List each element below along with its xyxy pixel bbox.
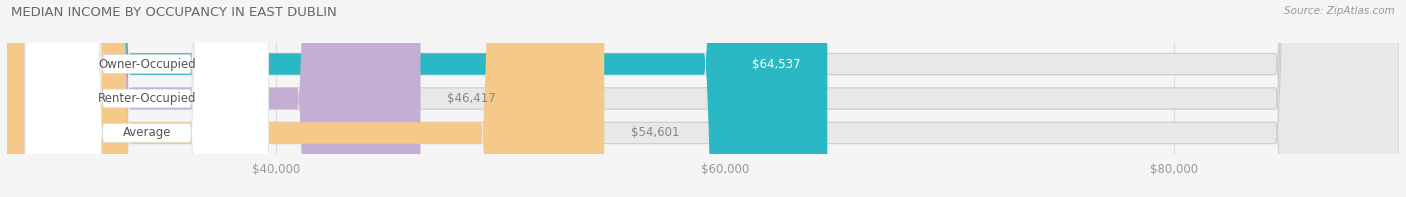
Text: $46,417: $46,417 [447, 92, 496, 105]
FancyBboxPatch shape [25, 0, 269, 197]
FancyBboxPatch shape [25, 0, 269, 197]
Text: $64,537: $64,537 [752, 58, 800, 71]
Text: $54,601: $54,601 [631, 126, 679, 139]
Text: MEDIAN INCOME BY OCCUPANCY IN EAST DUBLIN: MEDIAN INCOME BY OCCUPANCY IN EAST DUBLI… [11, 6, 337, 19]
FancyBboxPatch shape [25, 0, 269, 197]
FancyBboxPatch shape [7, 0, 1399, 197]
FancyBboxPatch shape [7, 0, 827, 197]
FancyBboxPatch shape [7, 0, 1399, 197]
Text: Owner-Occupied: Owner-Occupied [98, 58, 195, 71]
FancyBboxPatch shape [7, 0, 605, 197]
Text: Renter-Occupied: Renter-Occupied [97, 92, 195, 105]
Text: Source: ZipAtlas.com: Source: ZipAtlas.com [1284, 6, 1395, 16]
FancyBboxPatch shape [7, 0, 1399, 197]
Text: Average: Average [122, 126, 172, 139]
FancyBboxPatch shape [7, 0, 420, 197]
